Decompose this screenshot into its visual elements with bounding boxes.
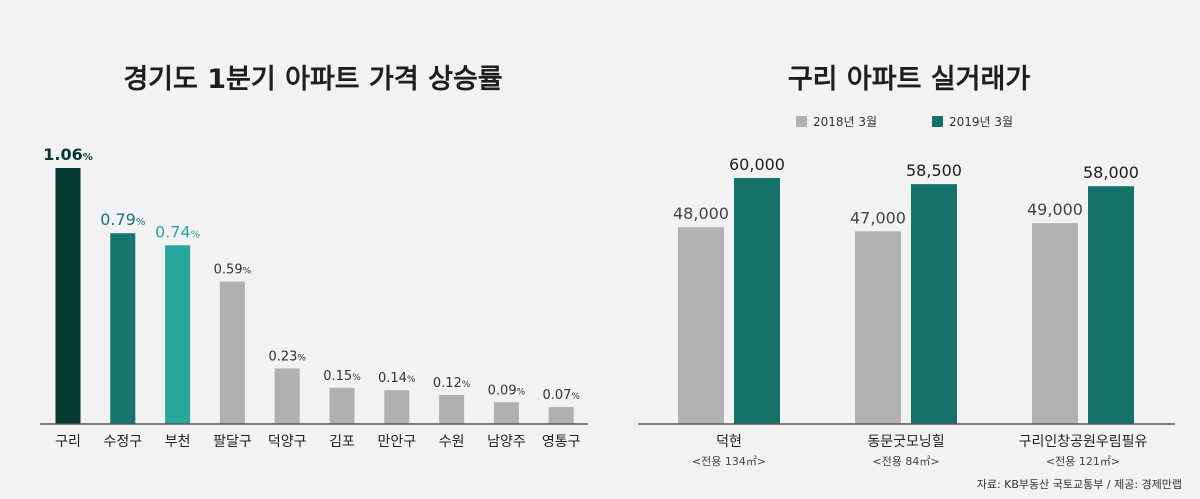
rate-value-label-2: 0.74%: [155, 222, 200, 241]
rate-value-number-2: 0.74: [155, 222, 191, 241]
rate-bar-4: [274, 368, 300, 424]
complex-area-label-2: <전용 121㎡>: [1046, 455, 1120, 468]
price-value-label-0-0: 48,000: [673, 204, 729, 223]
rate-value-number-7: 0.12: [433, 376, 462, 391]
rate-value-label-4: 0.23%: [268, 349, 306, 364]
region-label-8: 남양주: [487, 434, 526, 450]
rate-value-label-7: 0.12%: [433, 376, 471, 391]
region-label-1: 수정구: [103, 434, 142, 450]
left-chart-title: 경기도 1분기 아파트 가격 상승률: [123, 64, 502, 95]
price-value-label-2-1: 58,000: [1083, 163, 1139, 182]
rate-value-number-3: 0.59: [214, 263, 243, 278]
complex-label-0: 덕현: [716, 434, 742, 450]
rate-value-number-5: 0.15: [323, 369, 352, 384]
rate-value-number-6: 0.14: [378, 371, 407, 386]
rate-value-unit-3: %: [243, 267, 252, 277]
rate-value-label-0: 1.06%: [43, 145, 93, 164]
rate-value-unit-9: %: [571, 392, 580, 402]
rate-value-unit-5: %: [352, 373, 361, 383]
rate-bar-2: [165, 245, 191, 424]
rate-bar-0: [55, 168, 81, 424]
rate-bar-8: [493, 402, 519, 424]
rate-value-number-1: 0.79: [100, 210, 136, 229]
rate-bar-3: [219, 281, 245, 424]
region-label-2: 부천: [165, 434, 191, 450]
right-chart-legend: 2018년 3월 2019년 3월: [796, 115, 1013, 129]
price-bar-2-0: [1032, 223, 1078, 424]
rate-value-unit-2: %: [191, 229, 201, 240]
rate-value-label-9: 0.07%: [542, 388, 580, 403]
rate-value-label-8: 0.09%: [488, 383, 526, 398]
legend-swatch-2019: [932, 116, 943, 127]
rate-value-unit-1: %: [136, 217, 146, 228]
rate-value-label-1: 0.79%: [100, 210, 145, 229]
rate-bar-1: [110, 233, 136, 424]
legend-label-2019: 2019년 3월: [949, 115, 1013, 129]
complex-label-2: 구리인창공원우림필유: [1019, 434, 1148, 450]
rate-value-unit-8: %: [517, 387, 526, 397]
price-bar-1-0: [855, 231, 901, 424]
legend-swatch-2018: [796, 116, 807, 127]
rate-value-number-9: 0.07: [542, 388, 571, 403]
source-credit: 자료: KB부동산 국토교통부 / 제공: 경제만랩: [977, 478, 1182, 491]
price-value-label-0-1: 60,000: [729, 155, 785, 174]
rate-value-number-8: 0.09: [488, 383, 517, 398]
price-bar-2-1: [1088, 186, 1134, 424]
rate-value-unit-0: %: [83, 152, 93, 163]
rate-bar-5: [329, 387, 355, 424]
rate-value-label-6: 0.14%: [378, 371, 416, 386]
complex-area-label-0: <전용 134㎡>: [692, 455, 766, 468]
region-label-3: 팔달구: [213, 434, 252, 450]
complex-label-1: 동문굿모닝힐: [867, 434, 944, 450]
region-label-6: 만안구: [377, 434, 416, 450]
rate-value-number-0: 1.06: [43, 145, 82, 164]
legend-label-2018: 2018년 3월: [813, 115, 877, 129]
rate-value-unit-7: %: [462, 380, 471, 390]
rate-value-unit-6: %: [407, 375, 416, 385]
region-label-4: 덕양구: [268, 434, 307, 450]
rate-value-unit-4: %: [297, 353, 306, 363]
right-chart-plot: 48,000 60,000 덕현 <전용 134㎡> 47,000 58,500 동문굿모닝…: [673, 155, 1148, 468]
region-label-0: 구리: [55, 434, 81, 450]
price-bar-0-1: [734, 178, 780, 424]
region-label-9: 영통구: [542, 434, 581, 450]
price-value-label-2-0: 49,000: [1027, 200, 1083, 219]
price-bar-0-0: [678, 227, 724, 424]
complex-area-label-1: <전용 84㎡>: [872, 455, 939, 468]
rate-bar-7: [439, 395, 465, 424]
right-chart-title: 구리 아파트 실거래가: [788, 64, 1031, 95]
rate-bar-9: [548, 407, 574, 424]
region-label-7: 수원: [439, 434, 465, 450]
price-bar-1-1: [911, 184, 957, 424]
rate-value-number-4: 0.23: [268, 349, 297, 364]
rate-value-label-5: 0.15%: [323, 369, 361, 384]
left-chart-plot: 1.06% 구리 0.79% 수정구 0.74% 부천 0.59% 팔달구 0.23% 덕양구 0.…: [43, 145, 580, 450]
rate-value-label-3: 0.59%: [214, 263, 252, 278]
price-value-label-1-1: 58,500: [906, 161, 962, 180]
rate-bar-6: [384, 390, 410, 424]
region-label-5: 김포: [329, 434, 355, 450]
price-value-label-1-0: 47,000: [850, 208, 906, 227]
